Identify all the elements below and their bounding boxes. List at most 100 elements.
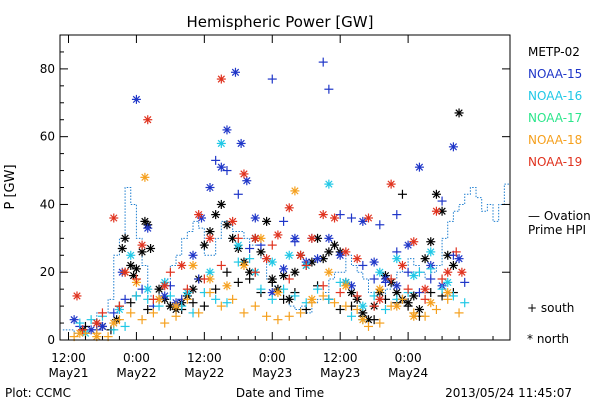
y-axis-label: P [GW] bbox=[3, 164, 18, 209]
south-point bbox=[267, 240, 277, 250]
south-point bbox=[451, 247, 461, 257]
x-axis-label: Date and Time bbox=[236, 386, 324, 400]
x-tick-time: 0:00 bbox=[123, 351, 150, 365]
south-point bbox=[341, 301, 351, 311]
south-point bbox=[380, 305, 390, 314]
south-point bbox=[78, 325, 88, 335]
south-point bbox=[403, 301, 413, 311]
south-point bbox=[211, 294, 221, 304]
south-point bbox=[375, 318, 385, 328]
north-point bbox=[420, 284, 430, 294]
south-point bbox=[437, 196, 447, 206]
north-point bbox=[199, 240, 209, 250]
south-point bbox=[148, 294, 158, 304]
north-point bbox=[448, 142, 458, 152]
legend-item-noaa-15: NOAA-15 bbox=[528, 67, 582, 81]
south-point bbox=[375, 220, 385, 230]
south-point bbox=[290, 291, 300, 301]
south-point bbox=[114, 315, 124, 325]
north-point bbox=[352, 254, 362, 264]
south-point bbox=[386, 301, 396, 311]
legend-satellites: METP-02 NOAA-15 NOAA-16 NOAA-17 NOAA-18 NOAA-… bbox=[528, 45, 582, 169]
south-point bbox=[460, 277, 470, 287]
legend-item-noaa-17: NOAA-17 bbox=[528, 111, 582, 125]
north-point bbox=[160, 281, 170, 291]
south-point bbox=[347, 213, 357, 223]
north-point bbox=[143, 115, 153, 125]
north-point bbox=[236, 138, 246, 148]
x-tick-time: 0:00 bbox=[259, 351, 286, 365]
north-point bbox=[290, 186, 300, 196]
south-point bbox=[211, 155, 221, 165]
north-point bbox=[250, 233, 260, 243]
north-point bbox=[177, 260, 187, 270]
north-point bbox=[188, 260, 198, 270]
south-point bbox=[369, 274, 379, 284]
south-point bbox=[307, 298, 317, 308]
south-point bbox=[273, 315, 283, 325]
x-tick-date: May23 bbox=[320, 366, 360, 380]
north-point bbox=[143, 284, 153, 294]
north-point bbox=[120, 267, 130, 277]
north-point bbox=[205, 183, 215, 192]
south-point bbox=[284, 274, 294, 284]
south-point bbox=[205, 288, 215, 298]
north-point bbox=[273, 288, 283, 298]
south-point bbox=[120, 321, 130, 331]
south-point bbox=[262, 311, 272, 321]
south-point bbox=[318, 291, 328, 301]
south-point bbox=[414, 267, 424, 277]
south-point bbox=[245, 274, 255, 284]
north-point bbox=[262, 254, 272, 264]
south-point bbox=[460, 298, 470, 308]
south-point bbox=[296, 308, 306, 318]
north-point bbox=[216, 74, 226, 84]
south-point bbox=[171, 311, 181, 321]
north-point bbox=[330, 213, 340, 223]
x-tick-date: May24 bbox=[388, 366, 428, 380]
footer-timestamp: 2013/05/24 11:45:07 bbox=[445, 386, 572, 400]
south-point bbox=[245, 244, 255, 253]
north-point bbox=[273, 230, 283, 240]
legend-north-marker: * north bbox=[527, 332, 569, 346]
north-point bbox=[369, 257, 379, 267]
south-point bbox=[143, 305, 153, 314]
north-point bbox=[431, 189, 441, 199]
north-point bbox=[216, 138, 226, 148]
south-point bbox=[165, 267, 175, 277]
south-point bbox=[290, 237, 300, 247]
north-point bbox=[222, 125, 232, 135]
north-point bbox=[131, 94, 141, 104]
north-point bbox=[341, 281, 351, 291]
y-axis: 0 20 40 60 80 bbox=[40, 34, 510, 347]
north-point bbox=[262, 216, 272, 226]
south-point bbox=[420, 294, 430, 304]
legend-south-marker: + south bbox=[527, 301, 574, 315]
north-point bbox=[313, 254, 323, 264]
north-point bbox=[443, 288, 453, 298]
data-points bbox=[69, 57, 470, 342]
legend: METP-02 NOAA-15 NOAA-16 NOAA-17 NOAA-18 NOAA-… bbox=[527, 45, 591, 346]
north-point bbox=[146, 244, 156, 253]
south-point bbox=[182, 294, 192, 304]
south-point bbox=[335, 288, 345, 298]
north-point bbox=[448, 260, 458, 270]
north-point bbox=[409, 291, 419, 301]
north-point bbox=[284, 203, 294, 213]
south-point bbox=[131, 274, 141, 284]
south-point bbox=[420, 311, 430, 321]
south-point bbox=[250, 267, 260, 277]
south-point bbox=[358, 260, 368, 270]
north-point bbox=[216, 162, 226, 172]
south-point bbox=[363, 321, 373, 331]
legend-item-noaa-19: NOAA-19 bbox=[528, 155, 582, 169]
north-point bbox=[363, 213, 373, 223]
south-point bbox=[92, 328, 102, 338]
x-tick-time: 0:00 bbox=[395, 351, 422, 365]
north-point bbox=[137, 240, 147, 250]
footer-credit: Plot: CCMC bbox=[5, 386, 71, 400]
north-point bbox=[454, 108, 464, 118]
legend-ovation-label: — Ovation bbox=[528, 209, 591, 223]
north-point bbox=[431, 206, 441, 216]
